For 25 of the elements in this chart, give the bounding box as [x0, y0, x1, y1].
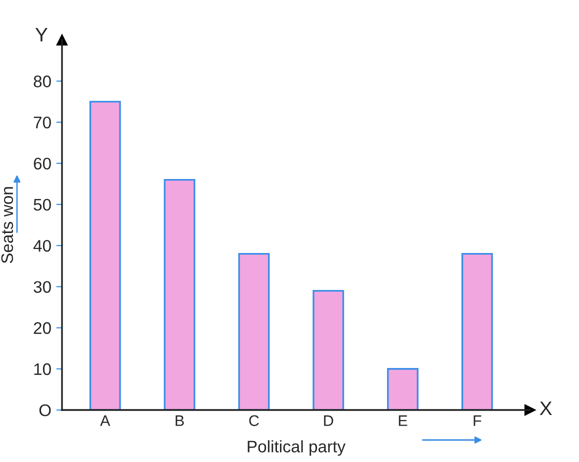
y-tick-label: 40 — [33, 240, 51, 252]
bar — [164, 178, 196, 410]
bar — [461, 252, 493, 410]
y-tick-label: 70 — [34, 116, 51, 128]
y-tick-label: O — [39, 404, 51, 416]
x-tick-label: C — [249, 415, 259, 426]
y-tick-label: 30 — [34, 281, 51, 293]
x-tick-label: D — [324, 415, 334, 426]
y-tick-label: 60 — [34, 158, 51, 170]
bar — [238, 252, 270, 410]
y-axis-title: Seats won — [1, 187, 14, 264]
text: Y — [35, 28, 48, 42]
y-tick-label: 80 — [34, 76, 51, 88]
x-tick-label: A — [100, 415, 110, 426]
x-tick-label: B — [176, 415, 184, 426]
y-tick-label: 10 — [34, 363, 51, 376]
bar — [89, 100, 121, 410]
y-tick-label: 20 — [34, 322, 51, 334]
x-axis-title: Political party — [248, 440, 346, 456]
bar — [312, 290, 344, 410]
text: X — [540, 402, 552, 416]
x-tick-label: F — [474, 415, 482, 426]
bar — [387, 368, 418, 410]
x-tick-label: E — [398, 415, 408, 426]
y-tick-label: 50 — [34, 198, 51, 211]
